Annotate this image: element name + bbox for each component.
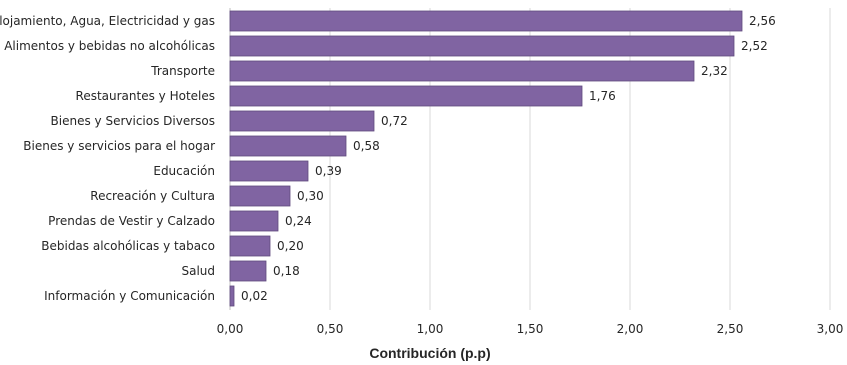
- x-tick-label: 2,00: [617, 322, 644, 336]
- bar: [229, 35, 735, 57]
- data-label: 0,39: [315, 164, 342, 178]
- data-label: 0,72: [381, 114, 408, 128]
- bar: [229, 185, 291, 207]
- bar: [229, 160, 309, 182]
- value-labels: 2,56 2,52 2,32 1,76 0,720,58 0,39 0,30 0,24 0,20…: [241, 14, 776, 303]
- data-label: 0,58: [353, 139, 380, 153]
- x-tick-label: 2,50: [717, 322, 744, 336]
- data-label: 0,24: [285, 214, 312, 228]
- category-label: Salud: [181, 264, 215, 278]
- data-label: 0,30: [297, 189, 324, 203]
- bar: [229, 10, 743, 32]
- data-label: 0,20: [277, 239, 304, 253]
- bar: [229, 110, 375, 132]
- x-tick-label: 1,50: [517, 322, 544, 336]
- category-label: Recreación y Cultura: [90, 189, 215, 203]
- bar: [229, 210, 279, 232]
- data-label: 0,18: [273, 264, 300, 278]
- data-label: 1,76: [589, 89, 616, 103]
- data-label: 0,02: [241, 289, 268, 303]
- bar: [229, 60, 695, 82]
- category-label: Bebidas alcohólicas y tabaco: [41, 239, 215, 253]
- category-label: Bienes y servicios para el hogar: [23, 139, 215, 153]
- category-label: Bienes y Servicios Diversos: [51, 114, 215, 128]
- category-label: Educación: [153, 164, 215, 178]
- data-label: 2,56: [749, 14, 776, 28]
- bar: [229, 235, 271, 257]
- bar: [229, 135, 347, 157]
- category-label: Información y Comunicación: [44, 289, 215, 303]
- category-labels: Alojamiento, Agua, Electricidad y gas Ali…: [0, 14, 215, 303]
- x-axis-title: Contribución (p.p): [369, 345, 490, 361]
- gridlines: [229, 8, 831, 310]
- category-label: Alimentos y bebidas no alcohólicas: [4, 39, 215, 53]
- bars: [229, 10, 743, 307]
- x-tick-label: 0,50: [317, 322, 344, 336]
- x-tick-labels: 0,00 0,50 1,00 1,50 2,00 2,50 3,00: [217, 322, 844, 336]
- category-label: Transporte: [150, 64, 215, 78]
- category-label: Prendas de Vestir y Calzado: [48, 214, 215, 228]
- data-label: 2,32: [701, 64, 728, 78]
- x-tick-label: 0,00: [217, 322, 244, 336]
- x-tick-label: 1,00: [417, 322, 444, 336]
- category-label: Alojamiento, Agua, Electricidad y gas: [0, 14, 215, 28]
- data-label: 2,52: [741, 39, 768, 53]
- x-tick-label: 3,00: [817, 322, 844, 336]
- bar: [229, 260, 267, 282]
- bar: [229, 85, 583, 107]
- bar: [229, 285, 235, 307]
- category-label: Restaurantes y Hoteles: [76, 89, 215, 103]
